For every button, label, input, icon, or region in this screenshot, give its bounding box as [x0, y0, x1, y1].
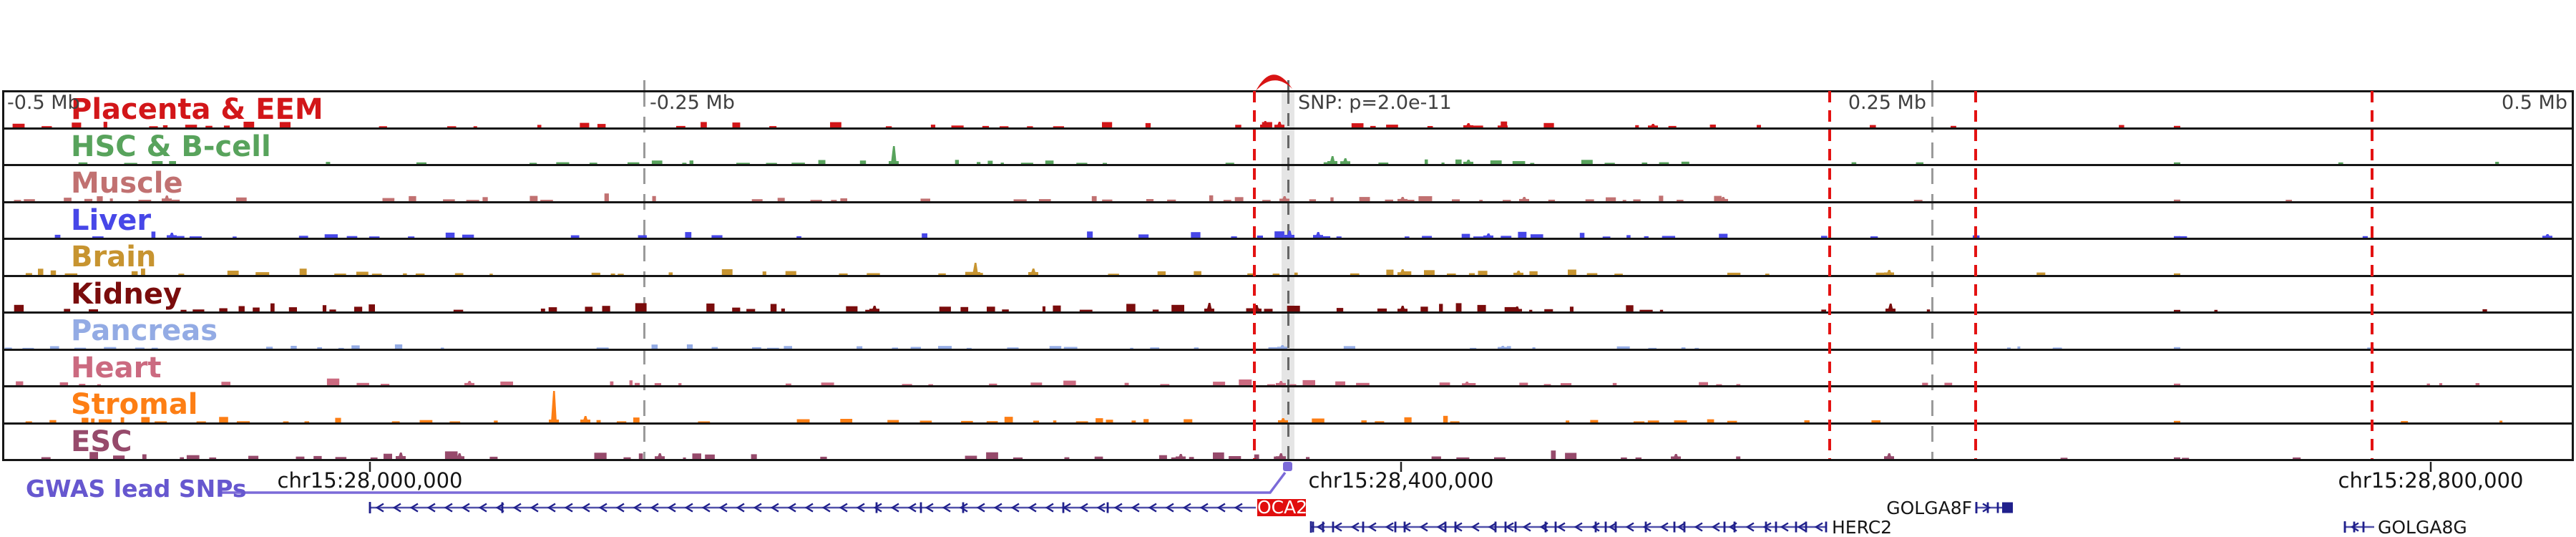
signal-bars-stromal	[25, 390, 2503, 422]
gene-label-oca2: OCA2	[1257, 497, 1308, 518]
genome-coordinate-label: chr15:28,400,000	[1308, 468, 1494, 493]
ruler-label-0-5-mb: 0.5 Mb	[2502, 92, 2567, 114]
track-label-kidney: Kidney	[71, 277, 182, 311]
genome-coordinate-label: chr15:28,000,000	[277, 468, 463, 493]
track-label-hsc-b-cell: HSC & B-cell	[71, 130, 271, 163]
track-label-esc: ESC	[71, 425, 132, 458]
signal-bars-heart	[16, 378, 2480, 385]
signal-bars-esc	[41, 450, 2301, 459]
lead-snp-line	[1828, 91, 1831, 459]
track-row-muscle: Muscle	[4, 166, 2572, 203]
gene-label-golga8g: GOLGA8G	[2378, 517, 2467, 537]
track-row-liver: Liver	[4, 203, 2572, 240]
lead-snp-line	[1253, 91, 1256, 459]
signal-bars-kidney	[14, 303, 2487, 311]
snp-annotation-label: SNP: p=2.0e-11	[1298, 92, 1452, 114]
track-row-brain: Brain	[4, 240, 2572, 277]
ruler-label-0-25-mb: -0.25 Mb	[650, 92, 735, 114]
signal-bars-brain	[25, 262, 2180, 275]
track-row-esc: ESC	[4, 425, 2572, 459]
gene-model-golga8f	[1975, 502, 2013, 513]
signal-bars-muscle	[14, 193, 2292, 201]
gene-model-golga8g	[2343, 521, 2374, 533]
track-row-placenta-eem: Placenta & EEM	[4, 92, 2572, 130]
gwas-lead-snps-label: GWAS lead SNPs	[26, 475, 247, 503]
track-label-muscle: Muscle	[71, 167, 183, 200]
ruler-tick-above	[1931, 80, 1933, 90]
signal-bars-liver	[54, 231, 2552, 238]
track-row-kidney: Kidney	[4, 277, 2572, 314]
gene-label-golga8f: GOLGA8F	[1886, 498, 1972, 518]
track-label-pancreas: Pancreas	[71, 314, 218, 347]
track-row-heart: Heart	[4, 351, 2572, 387]
track-label-placenta-eem: Placenta & EEM	[71, 93, 323, 126]
track-row-hsc-b-cell: HSC & B-cell	[4, 130, 2572, 166]
track-label-brain: Brain	[71, 241, 157, 274]
ruler-label-0-25-mb: 0.25 Mb	[1848, 92, 1926, 114]
tracks-panel: Placenta & EEM HSC & B-cell Muscle Liver Bra…	[2, 90, 2574, 461]
ruler-tick-above	[1287, 80, 1289, 90]
signal-bars-hsc-b-cell	[78, 146, 2499, 164]
gene-model-herc2	[1309, 521, 1828, 533]
genome-coordinate-label: chr15:28,800,000	[2338, 468, 2524, 493]
lead-snp-line	[2371, 91, 2373, 459]
snp-link-arc	[1256, 74, 1292, 91]
ruler-tick-above	[643, 80, 645, 90]
ruler-label-0-5-mb: -0.5 Mb	[7, 92, 80, 114]
signal-bars-placenta-eem	[12, 120, 2180, 127]
lead-snp-line	[1974, 91, 1977, 459]
gene-model-oca2	[369, 502, 1256, 513]
gene-label-herc2: HERC2	[1832, 517, 1893, 537]
track-row-stromal: Stromal	[4, 387, 2572, 425]
gene-annotation-layer	[218, 462, 2432, 533]
track-row-pancreas: Pancreas	[4, 314, 2572, 351]
track-label-stromal: Stromal	[71, 388, 198, 421]
track-label-liver: Liver	[71, 203, 152, 237]
signal-bars-pancreas	[4, 344, 2374, 349]
track-label-heart: Heart	[71, 351, 162, 384]
